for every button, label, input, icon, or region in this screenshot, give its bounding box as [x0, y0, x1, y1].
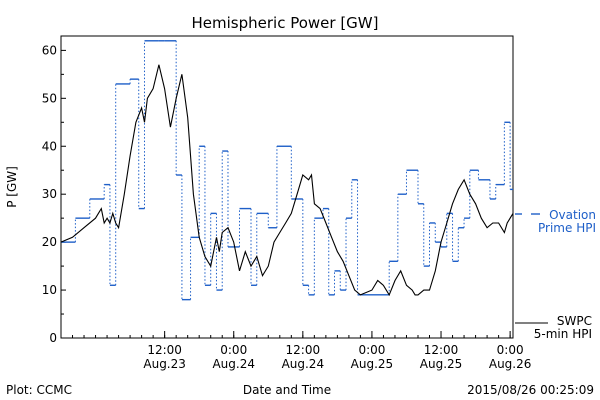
x-axis-label: Date and Time [243, 383, 331, 397]
x-tick-label-time: 12:00 [424, 343, 459, 357]
legend-ovation-label: Ovation [549, 208, 596, 222]
series-layer [61, 40, 513, 301]
legend-swpc-label: 5-min HPI [534, 327, 592, 341]
y-axis: 0 10 20 30 40 50 60 [42, 43, 66, 345]
plot-credit: Plot: CCMC [6, 383, 72, 397]
y-tick-label: 0 [49, 331, 57, 345]
x-tick-label-time: 12:00 [286, 343, 321, 357]
x-tick-label-date: Aug.25 [351, 357, 394, 371]
y-tick-label: 60 [42, 43, 57, 57]
x-tick-label-date: Aug.24 [282, 357, 325, 371]
x-tick-label-date: Aug.26 [489, 357, 532, 371]
x-tick-label-date: Aug.25 [420, 357, 463, 371]
x-tick-label-date: Aug.24 [212, 357, 255, 371]
x-tick-label-time: 12:00 [147, 343, 182, 357]
x-tick-label-time: 0:00 [358, 343, 385, 357]
y-tick-label: 30 [42, 187, 57, 201]
x-tick-label-time: 0:00 [220, 343, 247, 357]
y-tick-label: 10 [42, 283, 57, 297]
x-tick-label-date: Aug.23 [143, 357, 186, 371]
x-axis: 12:00Aug.230:00Aug.2412:00Aug.240:00Aug.… [60, 331, 532, 371]
x-tick-label-time: 0:00 [497, 343, 524, 357]
y-tick-label: 40 [42, 139, 57, 153]
plot-timestamp: 2015/08/26 00:25:09 [467, 383, 594, 397]
y-tick-label: 20 [42, 235, 57, 249]
series-swpc-hpi [61, 64, 513, 297]
chart-title: Hemispheric Power [GW] [192, 14, 379, 32]
legend-swpc-label: SWPC [557, 314, 592, 328]
swpc-line [61, 64, 513, 297]
legend-ovation-label: Prime HPI [538, 221, 596, 235]
plot-frame [60, 35, 514, 339]
y-tick-label: 50 [42, 91, 57, 105]
series-ovation-hpi [61, 40, 513, 301]
y-axis-label: P [GW] [5, 166, 19, 208]
